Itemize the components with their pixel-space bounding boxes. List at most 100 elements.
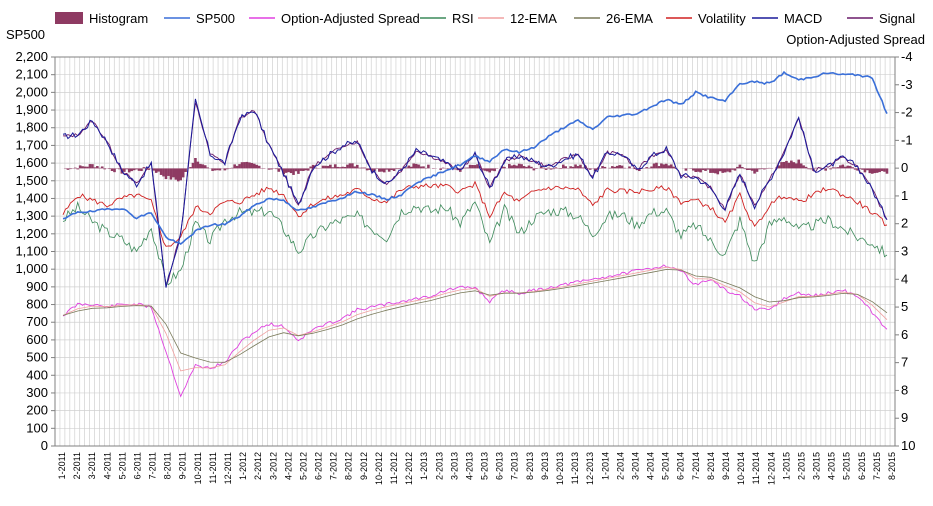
histogram-bar	[468, 164, 472, 169]
y-left-tick-label: 400	[26, 367, 48, 382]
legend-item-volatility: Volatility	[666, 11, 746, 26]
histogram-bar	[78, 165, 82, 169]
histogram-bar	[628, 166, 631, 169]
y-right-tick-label: 1	[901, 188, 908, 203]
x-tick-label: 12-2014	[766, 452, 776, 485]
x-tick-label: 3-2011	[87, 452, 97, 479]
histogram-bar	[520, 164, 523, 169]
x-tick-label: 5-2015	[842, 452, 852, 480]
rsi-line	[62, 200, 888, 286]
histogram-bar	[804, 166, 808, 169]
histogram-bar	[83, 166, 87, 169]
histogram-bar	[73, 167, 77, 169]
histogram-bar	[91, 164, 94, 169]
legend-label-macd: MACD	[784, 11, 822, 26]
histogram-bar	[476, 164, 479, 169]
histogram-bar	[346, 164, 349, 169]
histogram-bar	[199, 163, 202, 169]
x-tick-label: 2-2013	[434, 452, 444, 480]
x-tick-label: 3-2012	[268, 452, 278, 480]
histogram-bar	[252, 163, 256, 169]
histogram-bar	[309, 166, 312, 169]
y-right-tick-label: -3	[901, 77, 913, 92]
y-left-tick-label: 300	[26, 385, 48, 400]
x-tick-label: 5-2012	[298, 452, 308, 480]
x-tick-label: 10-2012	[374, 452, 384, 485]
histogram-bar	[277, 168, 281, 172]
histogram-bar	[130, 168, 133, 172]
y-left-tick-label: 1,900	[15, 102, 48, 117]
histogram-bar	[851, 167, 854, 169]
x-tick-label: 12-2012	[404, 452, 414, 485]
y-left-tick-label: 2,000	[15, 84, 48, 99]
histogram-bar	[780, 162, 783, 169]
histogram-bar	[299, 168, 303, 171]
histogram-bar	[287, 168, 290, 173]
y-right-tick-label: 0	[901, 160, 908, 175]
x-tick-label: 1-2014	[600, 452, 610, 480]
histogram-bar	[174, 168, 178, 180]
histogram-bar	[814, 167, 818, 169]
histogram-bar	[848, 165, 852, 169]
histogram-bar	[723, 168, 727, 173]
histogram-bar	[503, 166, 506, 169]
y-right-tick-label: 10	[901, 438, 915, 453]
y-right-tick-label: -1	[901, 132, 913, 147]
x-tick-label: 9-2014	[721, 452, 731, 480]
histogram-bar	[704, 168, 707, 171]
x-tick-label: 7-2014	[691, 452, 701, 480]
macd-line	[62, 98, 888, 288]
histogram-bar	[588, 168, 592, 170]
x-tick-label: 11-2013	[570, 452, 580, 484]
histogram-bar	[297, 168, 300, 174]
chart-legend: Histogram SP500 Option-Adjusted Spread RSI 1…	[55, 11, 915, 26]
x-tick-label: 5-2013	[480, 452, 490, 480]
histogram-bar	[755, 168, 759, 172]
plot-gridlines	[54, 56, 896, 447]
histogram-bar	[870, 168, 874, 174]
histogram-bar	[750, 168, 754, 171]
y-right-tick-label: 3	[901, 244, 908, 259]
x-tick-label: 6-2013	[495, 452, 505, 480]
histogram-bar	[699, 168, 702, 173]
histogram-bar	[733, 168, 737, 171]
histogram-bar	[123, 168, 126, 172]
histogram-bar	[858, 168, 862, 170]
legend-item-oas: Option-Adjusted Spread	[249, 11, 420, 26]
histogram-bar	[576, 166, 580, 169]
ema26-line	[62, 269, 888, 363]
histogram-bar	[463, 167, 467, 169]
histogram-bar	[760, 168, 764, 170]
oas-line	[62, 264, 888, 398]
histogram-bar	[257, 165, 261, 169]
histogram-bar	[483, 168, 487, 171]
histogram-bar	[103, 168, 106, 170]
histogram-bar	[792, 162, 796, 169]
histogram-bar	[66, 168, 70, 170]
legend-item-ema26: 26-EMA	[574, 11, 653, 26]
histogram-bar	[726, 168, 729, 172]
histogram-bar	[289, 168, 293, 174]
y-right-tick-label: 9	[901, 410, 908, 425]
histogram-bar	[873, 168, 877, 174]
histogram-bar	[615, 165, 619, 169]
histogram-bar	[250, 162, 254, 169]
legend-label-ema26: 26-EMA	[606, 11, 653, 26]
histogram-bar	[370, 168, 374, 172]
legend-item-sp500: SP500	[164, 11, 235, 26]
y-left-tick-label: 1,800	[15, 120, 48, 135]
histogram-bar	[844, 166, 847, 169]
y-right-tick-label: 8	[901, 382, 908, 397]
histogram-bar	[348, 163, 352, 169]
histogram-bar	[152, 168, 156, 171]
legend-label-histogram: Histogram	[89, 11, 148, 26]
histogram-bar	[611, 166, 614, 169]
histogram-bar	[392, 168, 396, 172]
x-tick-label: 6-2015	[857, 452, 867, 480]
histogram-bar	[329, 164, 332, 169]
histogram-bar	[216, 168, 219, 171]
right-axis-title: Option-Adjusted Spread	[786, 32, 925, 47]
x-tick-label: 10-2014	[736, 452, 746, 485]
histogram-bar	[343, 166, 347, 169]
histogram-bar	[439, 168, 442, 170]
